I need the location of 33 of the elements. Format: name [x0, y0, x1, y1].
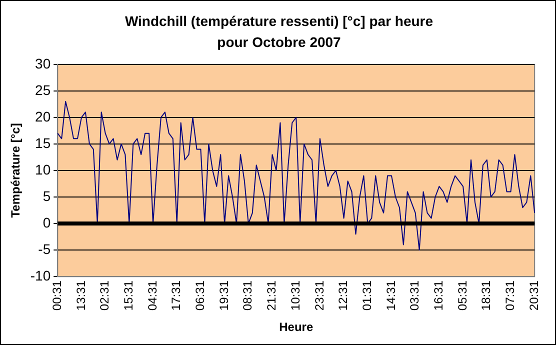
x-tick-label: 20:31: [526, 280, 541, 311]
y-tick-label: 10: [35, 161, 51, 178]
y-tick-label: 5: [42, 188, 51, 204]
x-tick-label: 01:31: [360, 280, 374, 311]
x-tick-label: 19:31: [216, 280, 231, 311]
y-tick-label: 20: [35, 108, 51, 124]
y-tick-label: -5: [38, 240, 51, 257]
chart-title: Windchill (température ressenti) [°c] par heure pour Octobre 2007: [124, 12, 434, 52]
x-tick-label: 16:31: [432, 280, 446, 311]
x-tick-label: 00:31: [50, 280, 64, 311]
x-axis-title: Heure: [279, 320, 314, 334]
x-tick-label: 18:31: [479, 280, 494, 311]
x-tick-label: 08:31: [240, 280, 255, 311]
y-tick-label: 0: [42, 214, 51, 230]
x-tick-label: 04:31: [145, 280, 160, 311]
x-tick-label: 03:31: [408, 280, 422, 311]
x-tick-label: 17:31: [169, 280, 184, 311]
x-tick-label: 15:31: [121, 280, 136, 311]
x-tick-label: 06:31: [193, 280, 208, 311]
x-tick-label: 12:31: [336, 280, 350, 311]
y-tick-label: -10: [30, 267, 51, 284]
x-tick-label: 05:31: [455, 280, 470, 311]
x-tick-label: 21:31: [264, 280, 279, 311]
y-tick-label: 15: [35, 134, 51, 151]
x-tick-label: 14:31: [384, 280, 398, 311]
x-tick-label: 07:31: [503, 280, 518, 311]
x-tick-label: 23:31: [312, 280, 326, 311]
x-tick-label: 10:31: [288, 280, 302, 311]
x-tick-label: 13:31: [74, 280, 88, 311]
y-tick-label: 30: [35, 55, 51, 72]
y-axis-title: Température [°c]: [8, 123, 23, 218]
y-tick-label: 25: [35, 82, 51, 98]
x-tick-label: 02:31: [98, 280, 112, 311]
